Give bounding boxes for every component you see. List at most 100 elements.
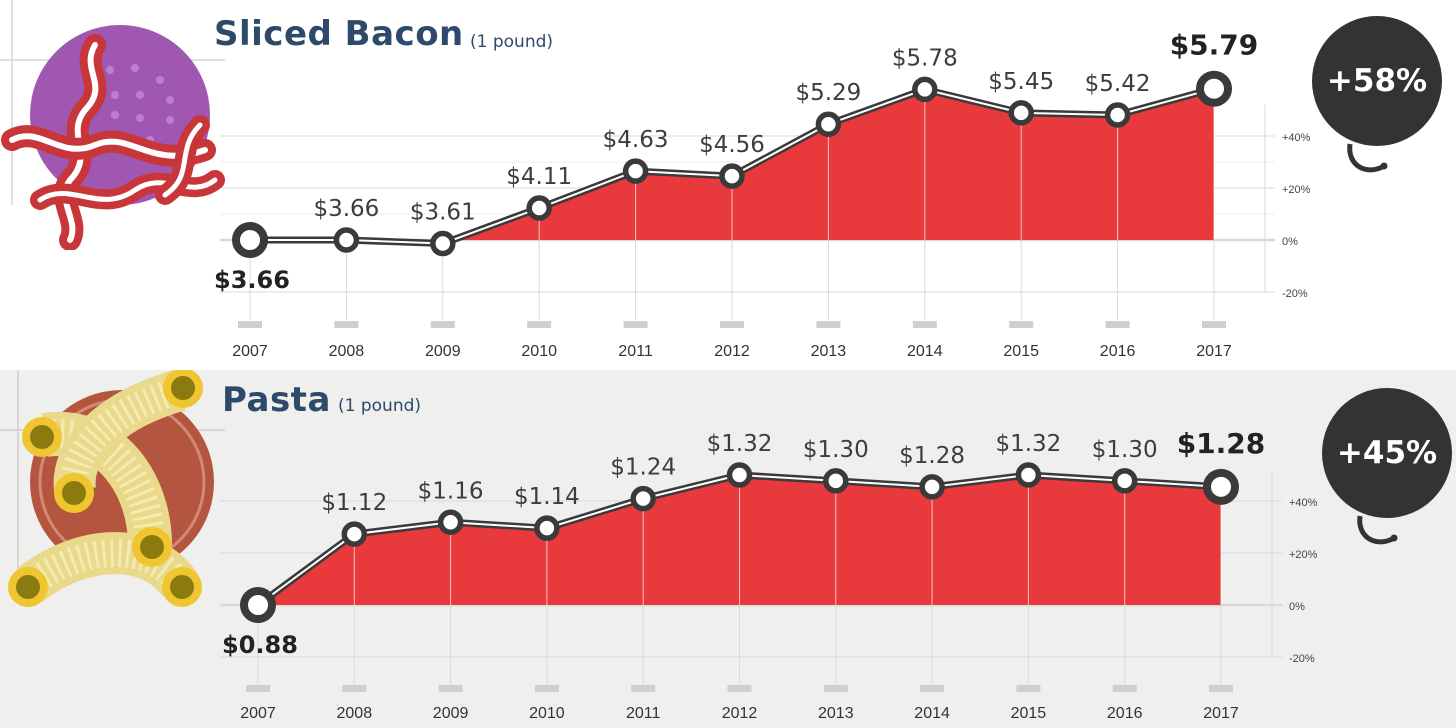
change-tick-label: 0% <box>1282 236 1298 248</box>
x-tick-mark <box>430 321 455 328</box>
bacon-chart: 2007 2008 2009 2010 2011 2012 2013 2014 2015 2016… <box>214 29 1311 360</box>
data-point <box>622 158 649 184</box>
macaroni-icon <box>0 370 225 607</box>
x-tick-label: 2007 <box>240 705 276 722</box>
x-tick-label: 2010 <box>529 705 565 722</box>
x-tick-label: 2014 <box>914 705 950 722</box>
data-label: $1.32 <box>995 431 1061 457</box>
bacon-panel: 2007 2008 2009 2010 2011 2012 2013 2014 2015 2016… <box>0 0 1452 360</box>
data-label: $1.12 <box>321 490 387 516</box>
data-point <box>815 111 842 137</box>
data-point <box>341 521 368 547</box>
chart-subtitle: (1 pound) <box>338 396 422 416</box>
change-tick-label: +20% <box>1289 549 1318 561</box>
data-point <box>333 227 360 253</box>
x-tick-label: 2015 <box>1011 705 1047 722</box>
bacon-icon <box>0 0 225 250</box>
data-label: $1.28 <box>899 443 965 469</box>
data-point <box>534 515 560 541</box>
x-tick-label: 2011 <box>618 343 653 360</box>
change-badge-value: +58% <box>1326 63 1428 99</box>
x-tick-mark <box>238 321 262 328</box>
change-badge-value: +45% <box>1336 435 1438 471</box>
x-tick-mark <box>727 685 752 692</box>
data-label: $4.11 <box>506 164 572 190</box>
x-tick-mark <box>1112 685 1137 692</box>
x-tick-mark <box>623 321 648 328</box>
change-badge: +58% <box>1312 16 1452 185</box>
chart-subtitle: (1 pound) <box>470 32 554 52</box>
change-badge: +45% <box>1322 388 1456 557</box>
x-tick-label: 2012 <box>714 343 750 360</box>
x-tick-label: 2011 <box>626 705 661 722</box>
x-tick-mark <box>1105 321 1130 328</box>
data-label: $5.45 <box>988 69 1054 95</box>
data-label: $1.30 <box>1092 437 1158 463</box>
data-label: $4.56 <box>699 132 765 158</box>
x-tick-mark <box>823 685 848 692</box>
data-point <box>437 509 464 536</box>
data-point <box>526 195 552 221</box>
data-point <box>726 462 753 488</box>
data-label: $0.88 <box>222 631 298 659</box>
data-point <box>1203 468 1239 505</box>
chart-title: Sliced Bacon <box>214 14 464 54</box>
x-tick-mark <box>334 321 359 328</box>
x-tick-mark <box>1202 321 1226 328</box>
data-point <box>1104 102 1131 128</box>
data-label: $5.79 <box>1170 29 1259 62</box>
data-label: $1.30 <box>803 437 869 463</box>
x-tick-label: 2007 <box>232 343 268 360</box>
data-label: $1.24 <box>610 455 676 481</box>
data-label: $5.29 <box>795 80 861 106</box>
x-tick-mark <box>534 685 559 692</box>
data-point <box>1015 462 1042 488</box>
x-tick-mark <box>342 685 367 692</box>
x-tick-label: 2014 <box>907 343 943 360</box>
data-point <box>430 230 456 257</box>
x-tick-mark <box>1209 685 1233 692</box>
x-tick-mark <box>912 321 937 328</box>
data-label: $1.28 <box>1177 427 1266 460</box>
x-tick-label: 2009 <box>425 343 461 360</box>
area-fill <box>250 88 1214 244</box>
data-label: $1.32 <box>707 431 773 457</box>
x-tick-label: 2016 <box>1100 343 1136 360</box>
data-label: $4.63 <box>603 127 669 153</box>
x-tick-label: 2009 <box>433 705 469 722</box>
x-tick-label: 2017 <box>1203 705 1239 722</box>
x-tick-label: 2008 <box>329 343 365 360</box>
data-label: $5.42 <box>1085 71 1151 97</box>
change-tick-label: +20% <box>1282 184 1311 196</box>
data-point <box>232 222 268 258</box>
x-tick-mark <box>631 685 656 692</box>
x-tick-mark <box>1016 685 1041 692</box>
change-tick-label: +40% <box>1282 132 1311 144</box>
data-point <box>1008 100 1034 126</box>
x-tick-mark <box>246 685 270 692</box>
data-label: $1.14 <box>514 484 580 510</box>
data-point <box>823 468 849 494</box>
x-tick-label: 2017 <box>1196 343 1232 360</box>
data-label: $3.66 <box>214 266 290 294</box>
change-tick-label: 0% <box>1289 601 1305 613</box>
x-tick-label: 2008 <box>337 705 373 722</box>
x-tick-mark <box>438 685 463 692</box>
data-label: $5.78 <box>892 45 958 71</box>
x-tick-label: 2013 <box>811 343 847 360</box>
x-tick-mark <box>1009 321 1034 328</box>
pasta-chart: 2007 2008 2009 2010 2011 2012 2013 2014 2015 2016… <box>220 427 1318 722</box>
x-tick-label: 2016 <box>1107 705 1143 722</box>
data-point <box>1196 70 1232 107</box>
change-tick-label: -20% <box>1282 288 1308 300</box>
data-point <box>719 163 745 189</box>
data-label: $3.66 <box>313 196 379 222</box>
data-point <box>912 76 938 103</box>
x-tick-label: 2010 <box>521 343 557 360</box>
chart-title: Pasta <box>222 380 331 420</box>
data-point <box>1111 468 1138 494</box>
x-tick-label: 2013 <box>818 705 854 722</box>
x-tick-label: 2015 <box>1003 343 1039 360</box>
change-tick-label: +40% <box>1289 497 1318 509</box>
data-point <box>630 485 656 512</box>
